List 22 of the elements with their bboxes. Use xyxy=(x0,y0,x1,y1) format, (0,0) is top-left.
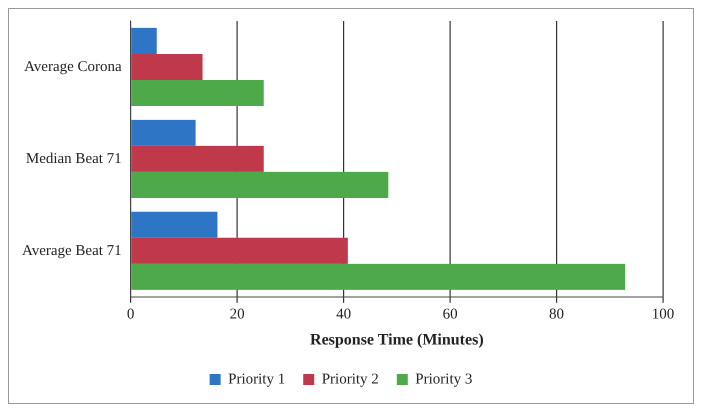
y-tick-label: Median Beat 71 xyxy=(26,150,122,167)
bar xyxy=(131,212,218,238)
bar xyxy=(131,264,626,290)
x-tick-label: 60 xyxy=(442,306,458,323)
legend-label: Priority 3 xyxy=(415,371,472,388)
legend-label: Priority 1 xyxy=(228,371,286,388)
x-tick-label: 80 xyxy=(549,306,564,323)
bar xyxy=(131,80,264,106)
y-tick-label: Average Beat 71 xyxy=(22,242,122,259)
x-tick-label: 100 xyxy=(652,306,674,323)
bar xyxy=(131,146,264,172)
legend-label: Priority 2 xyxy=(322,371,379,388)
bar xyxy=(131,28,157,54)
bar xyxy=(131,238,348,264)
x-axis-title: Response Time (Minutes) xyxy=(310,332,484,349)
y-tick-label: Average Corona xyxy=(24,58,122,75)
x-tick-label: 20 xyxy=(230,306,245,323)
bar xyxy=(131,54,203,80)
bar xyxy=(131,120,196,146)
x-tick-label: 0 xyxy=(126,306,134,323)
x-tick-label: 40 xyxy=(336,306,352,323)
bar xyxy=(131,172,388,198)
